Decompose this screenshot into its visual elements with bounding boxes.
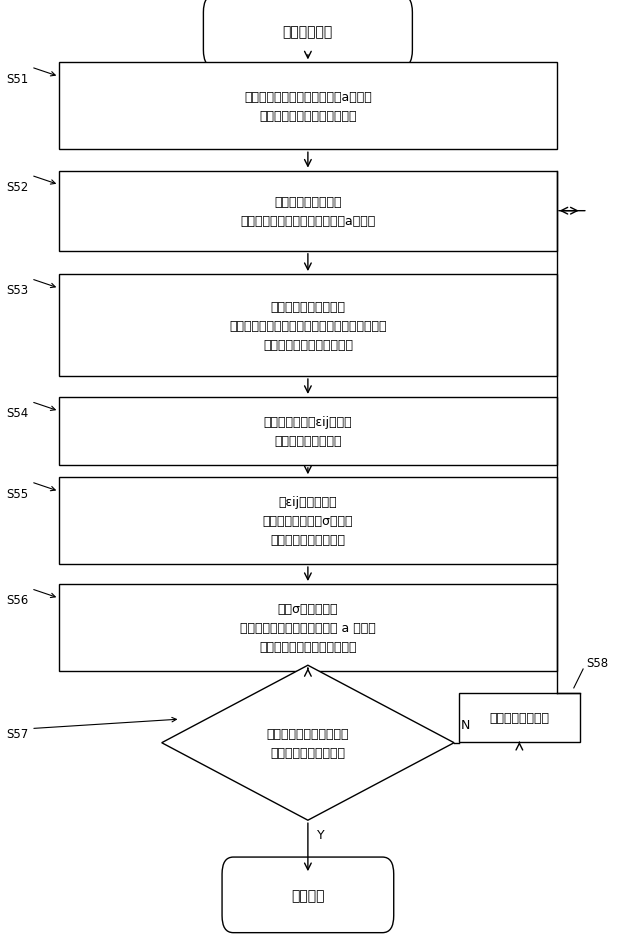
Text: 終了時間が経過したか？
（終了判断ステップ）: 終了時間が経過したか？ （終了判断ステップ） <box>267 727 349 759</box>
Text: 応力σに基づいて
ゴムモデルの各粒子の加速度 a を計算
（第２加速度計算ステップ）: 応力σに基づいて ゴムモデルの各粒子の加速度 a を計算 （第２加速度計算ステッ… <box>240 602 376 653</box>
Text: S57: S57 <box>6 727 29 740</box>
Text: S58: S58 <box>586 656 608 669</box>
Text: Y: Y <box>317 828 325 841</box>
Text: ゴムモデルの各粒子の加速度aを計算
（第１加速度計算ステップ）: ゴムモデルの各粒子の加速度aを計算 （第１加速度計算ステップ） <box>244 91 372 123</box>
Bar <box>59 63 557 150</box>
Polygon shape <box>162 666 454 820</box>
Text: S51: S51 <box>6 73 29 86</box>
Bar <box>59 275 557 377</box>
Text: ゴムモデルの各粒子と
接触部モデルの各粒子との間に接触バネを定義
（接触バネ設定ステップ）: ゴムモデルの各粒子と 接触部モデルの各粒子との間に接触バネを定義 （接触バネ設定… <box>229 300 387 351</box>
Text: 変形ステップ: 変形ステップ <box>283 25 333 39</box>
Text: 単位時間を進める: 単位時間を進める <box>490 711 549 724</box>
Text: N: N <box>460 718 470 732</box>
Text: 歪εijに基づいて
ゴムモデルの応力σを計算
（応力計算ステップ）: 歪εijに基づいて ゴムモデルの応力σを計算 （応力計算ステップ） <box>262 496 353 547</box>
Bar <box>59 584 557 671</box>
Text: S55: S55 <box>6 487 29 500</box>
Text: S52: S52 <box>6 181 29 194</box>
Text: ゴムモデルの歪εijを計算
（歪計算ステップ）: ゴムモデルの歪εijを計算 （歪計算ステップ） <box>264 415 352 447</box>
Bar <box>59 397 557 465</box>
Text: S54: S54 <box>6 407 29 420</box>
Bar <box>458 693 580 742</box>
FancyBboxPatch shape <box>222 857 394 933</box>
Text: 並進速度に基づいた
接触部モデルの各粒子の加速度aを計算: 並進速度に基づいた 接触部モデルの各粒子の加速度aを計算 <box>240 195 376 228</box>
Text: S53: S53 <box>6 284 29 297</box>
Text: リターン: リターン <box>291 888 325 902</box>
Text: S56: S56 <box>6 594 29 607</box>
FancyBboxPatch shape <box>203 0 412 68</box>
Bar <box>59 478 557 565</box>
Bar <box>59 172 557 252</box>
